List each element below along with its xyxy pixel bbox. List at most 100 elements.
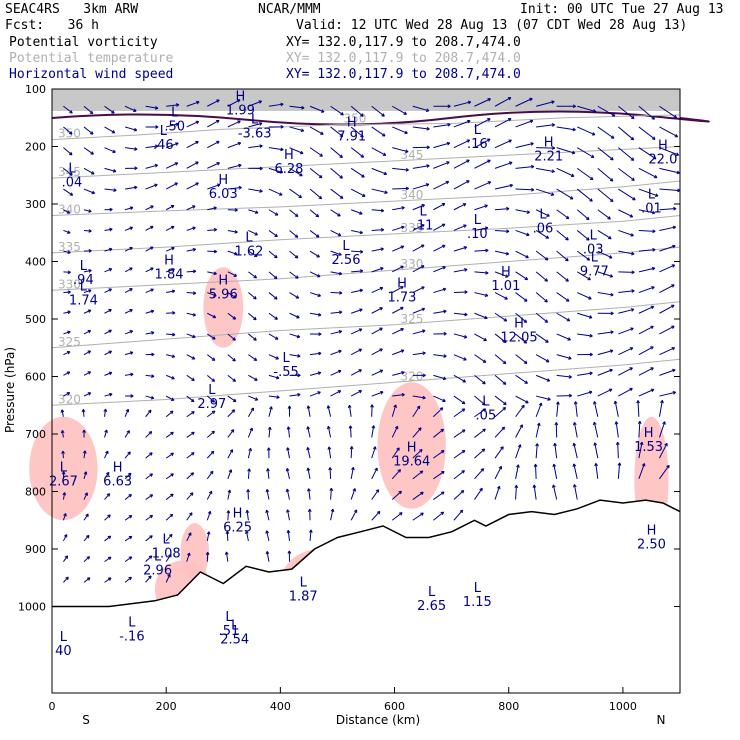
- wind-vector: [124, 494, 132, 500]
- ws-extreme-value: 9.77: [580, 265, 609, 280]
- wind-vector: [227, 469, 232, 480]
- wind-vector: [207, 99, 220, 107]
- wind-vector: [104, 450, 109, 459]
- wind-vector: [145, 184, 158, 190]
- wind-vector-head: [591, 132, 596, 136]
- ws-extreme-value: .04: [62, 175, 83, 190]
- wind-vector-head: [467, 100, 472, 105]
- wind-vector: [392, 394, 405, 397]
- wind-vector: [348, 405, 352, 417]
- wind-vector: [556, 167, 575, 177]
- wind-vector: [309, 188, 322, 200]
- wind-vector: [227, 142, 241, 149]
- ws-extreme-type: L: [342, 239, 350, 254]
- wind-vector-head: [421, 286, 425, 290]
- wind-vector-head: [174, 162, 179, 166]
- wind-vector: [618, 308, 634, 314]
- wind-vector: [350, 308, 363, 314]
- wind-vector: [268, 230, 278, 238]
- wind-vector-head: [250, 407, 254, 412]
- wind-vector-head: [440, 450, 445, 454]
- wind-vector-head: [637, 420, 642, 425]
- wind-vector: [535, 188, 555, 196]
- wind-vector: [433, 407, 444, 418]
- wind-vector-head: [421, 244, 425, 248]
- wind-vector-head: [405, 149, 409, 154]
- wind-vector: [268, 312, 278, 320]
- wind-vector: [248, 100, 262, 107]
- wind-vector-head: [85, 534, 90, 539]
- wind-vector: [433, 266, 446, 273]
- wind-vector: [350, 147, 364, 158]
- wind-vector-head: [530, 142, 534, 146]
- wind-vector: [618, 126, 634, 141]
- wind-vector: [227, 120, 241, 128]
- wind-vector-head: [588, 390, 593, 395]
- theta-contour-label: 330: [58, 277, 81, 291]
- wind-vector-head: [404, 130, 408, 135]
- wind-vector: [309, 230, 320, 238]
- wind-vector-head: [546, 378, 551, 382]
- wind-vector-head: [631, 270, 635, 275]
- wind-vector: [166, 268, 175, 273]
- wind-vector-head: [225, 530, 230, 535]
- wind-vector: [474, 159, 491, 169]
- y-tick-label: 800: [25, 486, 46, 499]
- wind-vector-head: [360, 113, 364, 117]
- wind-vector-head: [315, 213, 320, 218]
- wind-vector-head: [420, 491, 424, 496]
- wind-vector-head: [150, 395, 155, 400]
- wind-vector: [63, 250, 71, 254]
- wind-vector: [289, 105, 305, 109]
- wind-vector-head: [212, 336, 216, 340]
- wind-vector: [166, 333, 176, 336]
- wind-vector: [597, 271, 613, 278]
- theta-contour-label: 325: [401, 312, 424, 326]
- wind-vector-head: [213, 206, 217, 210]
- wind-vector-head: [482, 359, 487, 363]
- wind-vector: [515, 444, 521, 459]
- wind-vector-head: [381, 113, 385, 117]
- ws-extreme-value: 1.01: [491, 279, 520, 294]
- wind-vector-head: [568, 393, 572, 398]
- wind-vector-head: [485, 248, 489, 253]
- wind-vector-head: [286, 509, 290, 513]
- wind-vector-head: [253, 274, 257, 279]
- wind-vector-head: [338, 349, 342, 354]
- wind-vector: [165, 431, 174, 438]
- wind-vector-head: [216, 183, 221, 188]
- wind-vector-head: [535, 443, 539, 447]
- wind-vector: [638, 167, 658, 179]
- wind-vector-head: [337, 390, 342, 394]
- wind-vector: [638, 367, 654, 376]
- wind-vector-head: [531, 187, 535, 192]
- wind-vector-head: [107, 514, 111, 518]
- wind-vector-head: [295, 275, 299, 279]
- ws-extreme-type: L: [419, 205, 427, 220]
- wind-vector: [186, 472, 194, 480]
- theta-contours: 3503503453453403403353353303303253253203…: [51, 112, 681, 406]
- wind-vector-head: [466, 180, 470, 184]
- ws-extreme-value: 2.21: [534, 150, 563, 165]
- wind-vector: [227, 429, 235, 438]
- theta-contour: [51, 358, 681, 406]
- wind-vector: [577, 391, 593, 397]
- wind-vector: [61, 430, 64, 438]
- wind-vector-head: [565, 298, 570, 302]
- wind-vector: [392, 328, 404, 335]
- wind-vector-head: [129, 226, 134, 231]
- wind-vector-head: [299, 172, 303, 177]
- wind-vector-head: [650, 346, 654, 350]
- wind-vector: [289, 230, 299, 238]
- wind-vector-head: [275, 356, 279, 360]
- wind-vector: [145, 575, 152, 583]
- wind-vector-head: [113, 188, 117, 193]
- wind-vector-head: [420, 512, 424, 516]
- wind-vector: [268, 147, 284, 151]
- wind-vector-head: [190, 452, 195, 456]
- wind-vector-head: [285, 468, 290, 472]
- wind-vector-head: [611, 113, 616, 117]
- wind-vector: [248, 145, 263, 149]
- wind-vector: [186, 292, 196, 294]
- wind-vector: [350, 328, 363, 335]
